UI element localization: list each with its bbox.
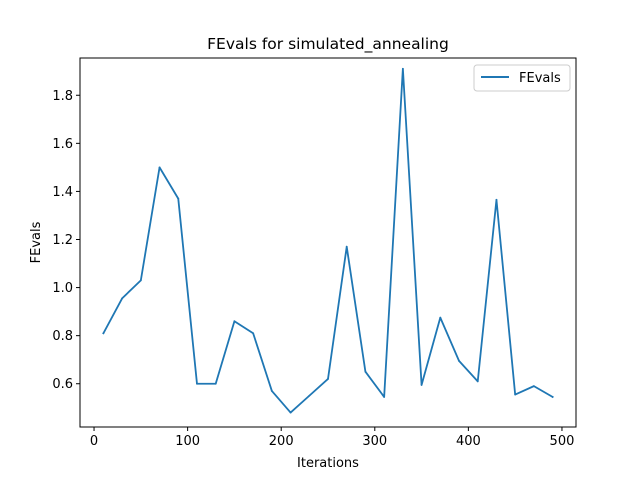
y-tick-label: 0.8 xyxy=(52,329,73,344)
chart-title: FEvals for simulated_annealing xyxy=(207,35,449,54)
data-point xyxy=(252,332,255,335)
data-point xyxy=(345,245,348,248)
x-tick-label: 400 xyxy=(456,434,481,449)
data-point xyxy=(270,390,273,392)
data-point xyxy=(401,67,404,70)
data-point xyxy=(196,382,198,385)
data-point xyxy=(383,396,386,398)
data-point xyxy=(532,385,535,388)
data-point xyxy=(420,384,423,386)
plot-area xyxy=(102,67,554,414)
legend-label-fevals: FEvals xyxy=(519,71,561,86)
y-tick-label: 1.8 xyxy=(52,89,73,104)
y-axis-label: FEvals xyxy=(29,221,44,263)
x-tick-label: 300 xyxy=(362,434,387,449)
data-point xyxy=(121,297,124,300)
x-axis: 0 100 200 300 400 500 xyxy=(90,427,574,449)
data-point xyxy=(289,411,292,414)
data-point xyxy=(102,332,105,335)
data-point xyxy=(139,279,142,282)
y-axis: 0.6 0.8 1.0 1.2 1.4 1.6 1.8 xyxy=(52,89,80,392)
data-point xyxy=(364,370,367,373)
data-point xyxy=(458,359,460,362)
y-tick-label: 0.6 xyxy=(52,377,73,392)
y-tick-label: 1.0 xyxy=(52,281,73,296)
data-point xyxy=(233,320,236,323)
x-tick-label: 200 xyxy=(269,434,294,449)
data-point xyxy=(214,382,217,385)
data-point xyxy=(439,316,442,319)
y-tick-label: 1.2 xyxy=(52,233,73,248)
data-point xyxy=(495,198,498,201)
data-point xyxy=(551,396,554,398)
x-tick-label: 0 xyxy=(90,434,98,449)
x-tick-label: 100 xyxy=(175,434,200,449)
y-tick-label: 1.4 xyxy=(52,185,73,200)
data-point xyxy=(327,378,329,380)
x-axis-label: Iterations xyxy=(297,456,359,471)
data-point xyxy=(476,380,479,383)
legend: FEvals xyxy=(473,64,571,92)
data-point xyxy=(158,166,161,169)
legend-box xyxy=(473,64,571,92)
data-point xyxy=(177,197,180,200)
x-tick-label: 500 xyxy=(550,434,575,449)
data-point xyxy=(308,394,311,397)
axes-frame xyxy=(79,57,577,428)
y-tick-label: 1.6 xyxy=(52,137,73,152)
data-point xyxy=(514,393,517,396)
